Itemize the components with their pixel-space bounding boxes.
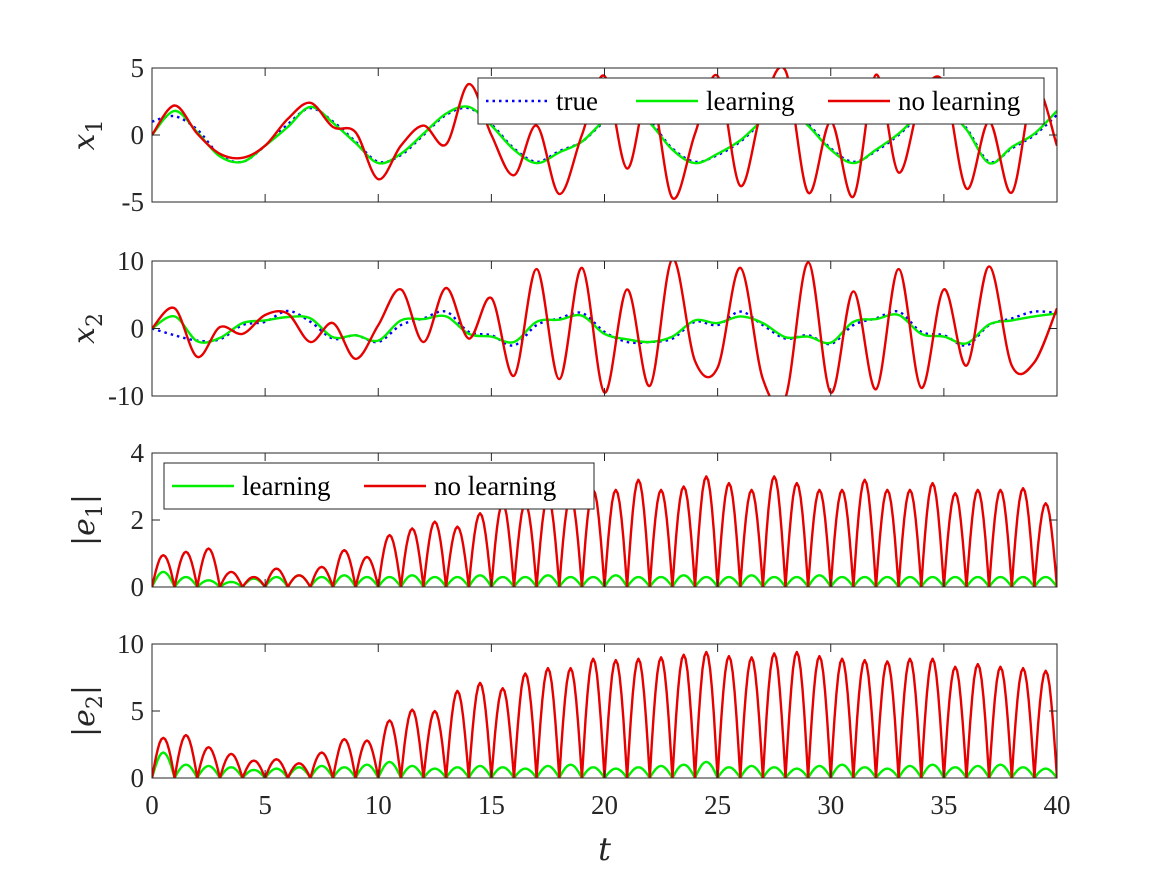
y-tick-label: 2 [131,505,145,535]
y-tick-label: 0 [131,120,145,150]
series-no-learning [152,475,1057,587]
x-tick-label: 35 [930,790,957,820]
y-tick-label: 5 [131,696,145,726]
y-tick-label: 0 [131,763,145,793]
y-tick-label: 10 [117,629,144,659]
x-tick-label: 10 [365,790,392,820]
series-group [152,261,1057,396]
y-tick-label: -10 [108,381,144,411]
legend-label: no learning [898,86,1020,116]
series-no-learning [152,261,1057,396]
series-group [152,475,1057,587]
legend: true learning no learning [477,77,1045,125]
legend-label: learning [706,86,794,116]
subplot-2: 10 0 -10 x2 [67,246,1058,411]
y-tick-label: 0 [131,572,145,602]
series-no-learning [152,650,1057,778]
legend: learning no learning [163,462,595,510]
series-group [152,650,1057,778]
y-tick-label: -5 [122,187,145,217]
y-axis-label: |e1| [67,494,108,546]
x-tick-label: 0 [145,790,159,820]
legend-label: true [556,86,598,116]
series-learning [152,312,1057,345]
legend-box [477,77,1045,125]
x-tick-label: 20 [591,790,618,820]
subplot-1: 5 0 -5 x1 true learning no learning [67,53,1058,217]
x-tick-label: 5 [258,790,272,820]
series-true [152,309,1057,347]
subplot-3: 4 2 0 |e1| learning no learning [67,438,1058,602]
y-tick-label: 0 [131,314,145,344]
x-tick-label: 15 [478,790,505,820]
subplot-4: 10 5 00 5 10 15 20 25 30 35 40 |e2| t [67,629,1071,868]
x-tick-label: 25 [704,790,731,820]
y-tick-label: 5 [131,53,145,83]
y-tick-label: 10 [117,246,144,276]
legend-label: learning [242,471,330,501]
y-axis-label: x1 [67,120,108,151]
x-axis-label: t [598,830,611,868]
x-tick-label: 30 [817,790,844,820]
legend-label: no learning [434,471,556,501]
y-tick-label: 4 [131,438,145,468]
y-axis-label: x2 [67,313,108,344]
x-tick-label: 40 [1044,790,1071,820]
y-axis-label: |e2| [67,685,108,737]
series-learning [152,751,1057,778]
